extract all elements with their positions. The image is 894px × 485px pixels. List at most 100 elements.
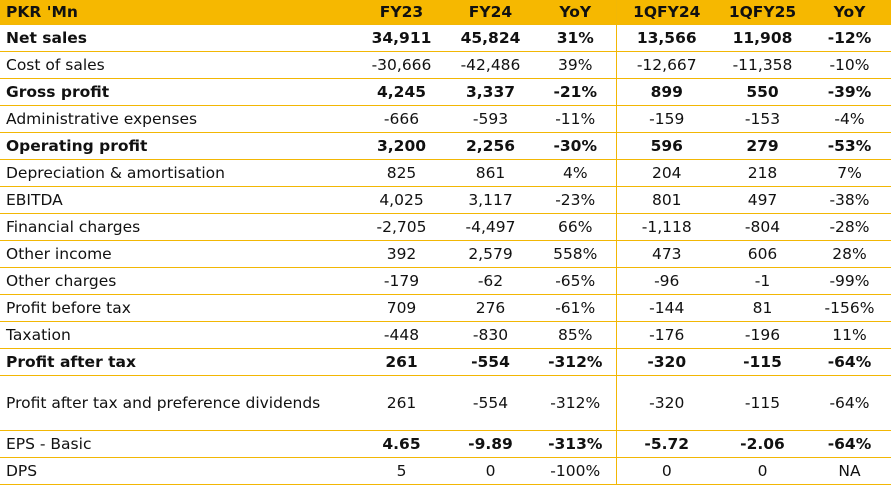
table-row: Profit after tax 261 -554 -312% -320 -115 -64% — [0, 348, 891, 376]
row-value: -12,667 — [616, 51, 717, 79]
table-row: Cost of sales -30,666 -42,486 39% -12,667 -11… — [0, 51, 891, 79]
row-value: -312% — [535, 348, 617, 376]
row-value: -4,497 — [446, 213, 535, 241]
row-value: 81 — [717, 294, 808, 322]
header-1qfy24: 1QFY24 — [616, 0, 717, 25]
row-label: Depreciation & amortisation — [0, 159, 357, 187]
row-value: 31% — [535, 24, 617, 52]
row-value: -144 — [616, 294, 717, 322]
row-value: 4,245 — [357, 78, 446, 106]
row-value: -99% — [808, 267, 891, 295]
row-value: 13,566 — [616, 24, 717, 52]
row-value: -65% — [535, 267, 617, 295]
row-value: -804 — [717, 213, 808, 241]
row-value: 261 — [357, 375, 446, 431]
header-yoy-quarterly: YoY — [808, 0, 891, 25]
row-value: -64% — [808, 430, 891, 458]
table-row: EBITDA 4,025 3,117 -23% 801 497 -38% — [0, 186, 891, 214]
table-row: Profit before tax 709 276 -61% -144 81 -156% — [0, 294, 891, 322]
row-value: 709 — [357, 294, 446, 322]
row-value: 11,908 — [717, 24, 808, 52]
table-header-row: PKR 'Mn FY23 FY24 YoY 1QFY24 1QFY25 YoY — [0, 0, 891, 25]
row-value: 473 — [616, 240, 717, 268]
row-value: 218 — [717, 159, 808, 187]
row-value: 204 — [616, 159, 717, 187]
row-value: -23% — [535, 186, 617, 214]
header-yoy-annual: YoY — [535, 0, 617, 25]
row-value: 5 — [357, 457, 446, 485]
table-row: Administrative expenses -666 -593 -11% -159-… — [0, 105, 891, 133]
row-value: 825 — [357, 159, 446, 187]
row-label: Profit before tax — [0, 294, 357, 322]
table-row: Operating profit 3,200 2,256 -30% 596 279 -53% — [0, 132, 891, 160]
row-value: -9.89 — [446, 430, 535, 458]
row-value: -28% — [808, 213, 891, 241]
table-row: Depreciation & amortisation 825 861 4% 204 21… — [0, 159, 891, 187]
row-value: -830 — [446, 321, 535, 349]
row-value: -5.72 — [616, 430, 717, 458]
row-value: -448 — [357, 321, 446, 349]
row-value: 11% — [808, 321, 891, 349]
table-row: Taxation -448 -830 85% -176 -196 11% — [0, 321, 891, 349]
row-value: 3,337 — [446, 78, 535, 106]
row-value: 66% — [535, 213, 617, 241]
row-value: -196 — [717, 321, 808, 349]
row-value: -156% — [808, 294, 891, 322]
row-label: Administrative expenses — [0, 105, 357, 133]
row-value: 34,911 — [357, 24, 446, 52]
row-value: -313% — [535, 430, 617, 458]
row-value: 801 — [616, 186, 717, 214]
row-value: -53% — [808, 132, 891, 160]
row-value: 3,200 — [357, 132, 446, 160]
row-value: 2,256 — [446, 132, 535, 160]
row-value: NA — [808, 457, 891, 485]
row-value: -312% — [535, 375, 617, 431]
row-value: 392 — [357, 240, 446, 268]
row-value: -320 — [616, 375, 717, 431]
row-value: 550 — [717, 78, 808, 106]
row-value: 28% — [808, 240, 891, 268]
row-value: 85% — [535, 321, 617, 349]
row-value: 3,117 — [446, 186, 535, 214]
row-label: Operating profit — [0, 132, 357, 160]
row-value: 4,025 — [357, 186, 446, 214]
row-value: -62 — [446, 267, 535, 295]
row-value: -179 — [357, 267, 446, 295]
row-value: -30% — [535, 132, 617, 160]
row-value: -64% — [808, 375, 891, 431]
row-value: 0 — [616, 457, 717, 485]
header-fy24: FY24 — [446, 0, 535, 25]
row-label: Net sales — [0, 24, 357, 52]
row-value: 0 — [717, 457, 808, 485]
row-value: 606 — [717, 240, 808, 268]
row-value: -554 — [446, 375, 535, 431]
row-value: -38% — [808, 186, 891, 214]
row-label: Other income — [0, 240, 357, 268]
row-label: Profit after tax and preference dividend… — [0, 375, 357, 431]
table-row: Other income 392 2,579 558% 473 606 28% — [0, 240, 891, 268]
table-row: Financial charges -2,705 -4,497 66% -1,118 -8… — [0, 213, 891, 241]
row-value: -11% — [535, 105, 617, 133]
row-value: -554 — [446, 348, 535, 376]
row-value: -4% — [808, 105, 891, 133]
row-label: EBITDA — [0, 186, 357, 214]
row-value: -30,666 — [357, 51, 446, 79]
row-value: -10% — [808, 51, 891, 79]
row-value: -100% — [535, 457, 617, 485]
row-value: 276 — [446, 294, 535, 322]
table-row: Net sales 34,911 45,824 31% 13,566 11,908 -12% — [0, 24, 891, 52]
header-fy23: FY23 — [357, 0, 446, 25]
row-label: Other charges — [0, 267, 357, 295]
row-value: 279 — [717, 132, 808, 160]
row-value: 899 — [616, 78, 717, 106]
header-unit: PKR 'Mn — [0, 0, 357, 25]
row-value: -21% — [535, 78, 617, 106]
row-value: -115 — [717, 348, 808, 376]
row-value: 2,579 — [446, 240, 535, 268]
row-label: Profit after tax — [0, 348, 357, 376]
row-value: 7% — [808, 159, 891, 187]
row-value: -666 — [357, 105, 446, 133]
row-value: -12% — [808, 24, 891, 52]
row-value: -115 — [717, 375, 808, 431]
